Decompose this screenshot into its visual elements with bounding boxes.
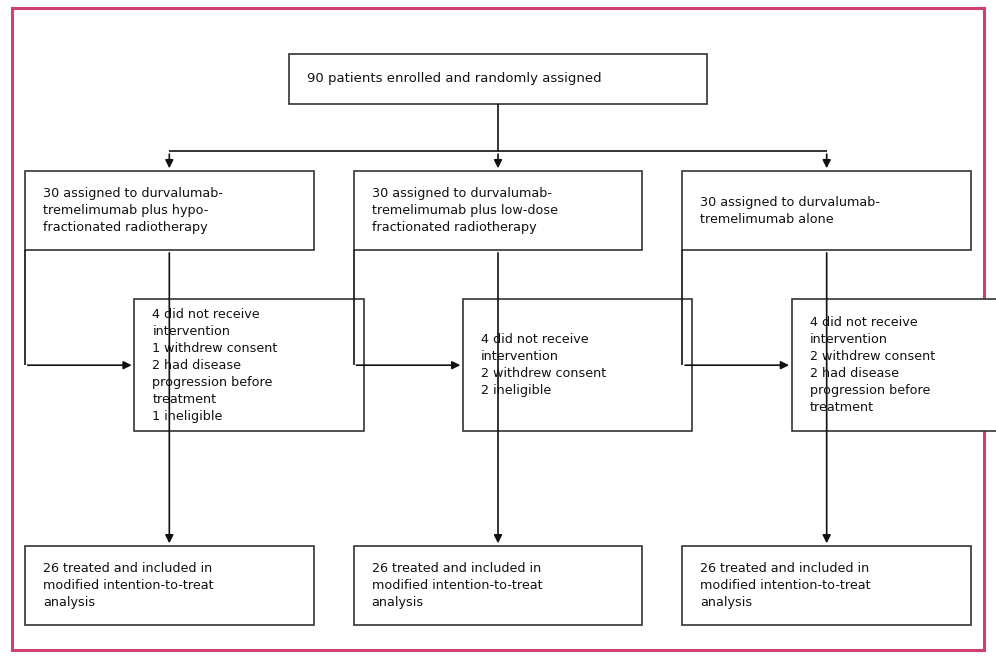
Bar <box>682 546 971 625</box>
Text: 26 treated and included in
modified intention-to-treat
analysis: 26 treated and included in modified inte… <box>43 562 213 609</box>
Text: 4 did not receive
intervention
2 withdrew consent
2 had disease
progression befo: 4 did not receive intervention 2 withdre… <box>810 316 935 414</box>
Bar <box>354 546 642 625</box>
Text: 26 treated and included in
modified intention-to-treat
analysis: 26 treated and included in modified inte… <box>700 562 871 609</box>
Text: 90 patients enrolled and randomly assigned: 90 patients enrolled and randomly assign… <box>307 72 602 86</box>
Bar <box>25 546 314 625</box>
Text: 30 assigned to durvalumab-
tremelimumab plus low-dose
fractionated radiotherapy: 30 assigned to durvalumab- tremelimumab … <box>372 187 558 234</box>
Bar <box>792 299 996 431</box>
Bar <box>25 171 314 250</box>
Text: 4 did not receive
intervention
2 withdrew consent
2 ineligible: 4 did not receive intervention 2 withdre… <box>481 333 607 397</box>
Bar <box>289 54 707 103</box>
Bar <box>463 299 692 431</box>
Text: 30 assigned to durvalumab-
tremelimumab plus hypo-
fractionated radiotherapy: 30 assigned to durvalumab- tremelimumab … <box>43 187 223 234</box>
Text: 4 did not receive
intervention
1 withdrew consent
2 had disease
progression befo: 4 did not receive intervention 1 withdre… <box>152 308 278 422</box>
Bar <box>682 171 971 250</box>
Bar <box>134 299 364 431</box>
Bar <box>354 171 642 250</box>
Text: 26 treated and included in
modified intention-to-treat
analysis: 26 treated and included in modified inte… <box>372 562 542 609</box>
Text: 30 assigned to durvalumab-
tremelimumab alone: 30 assigned to durvalumab- tremelimumab … <box>700 195 880 226</box>
